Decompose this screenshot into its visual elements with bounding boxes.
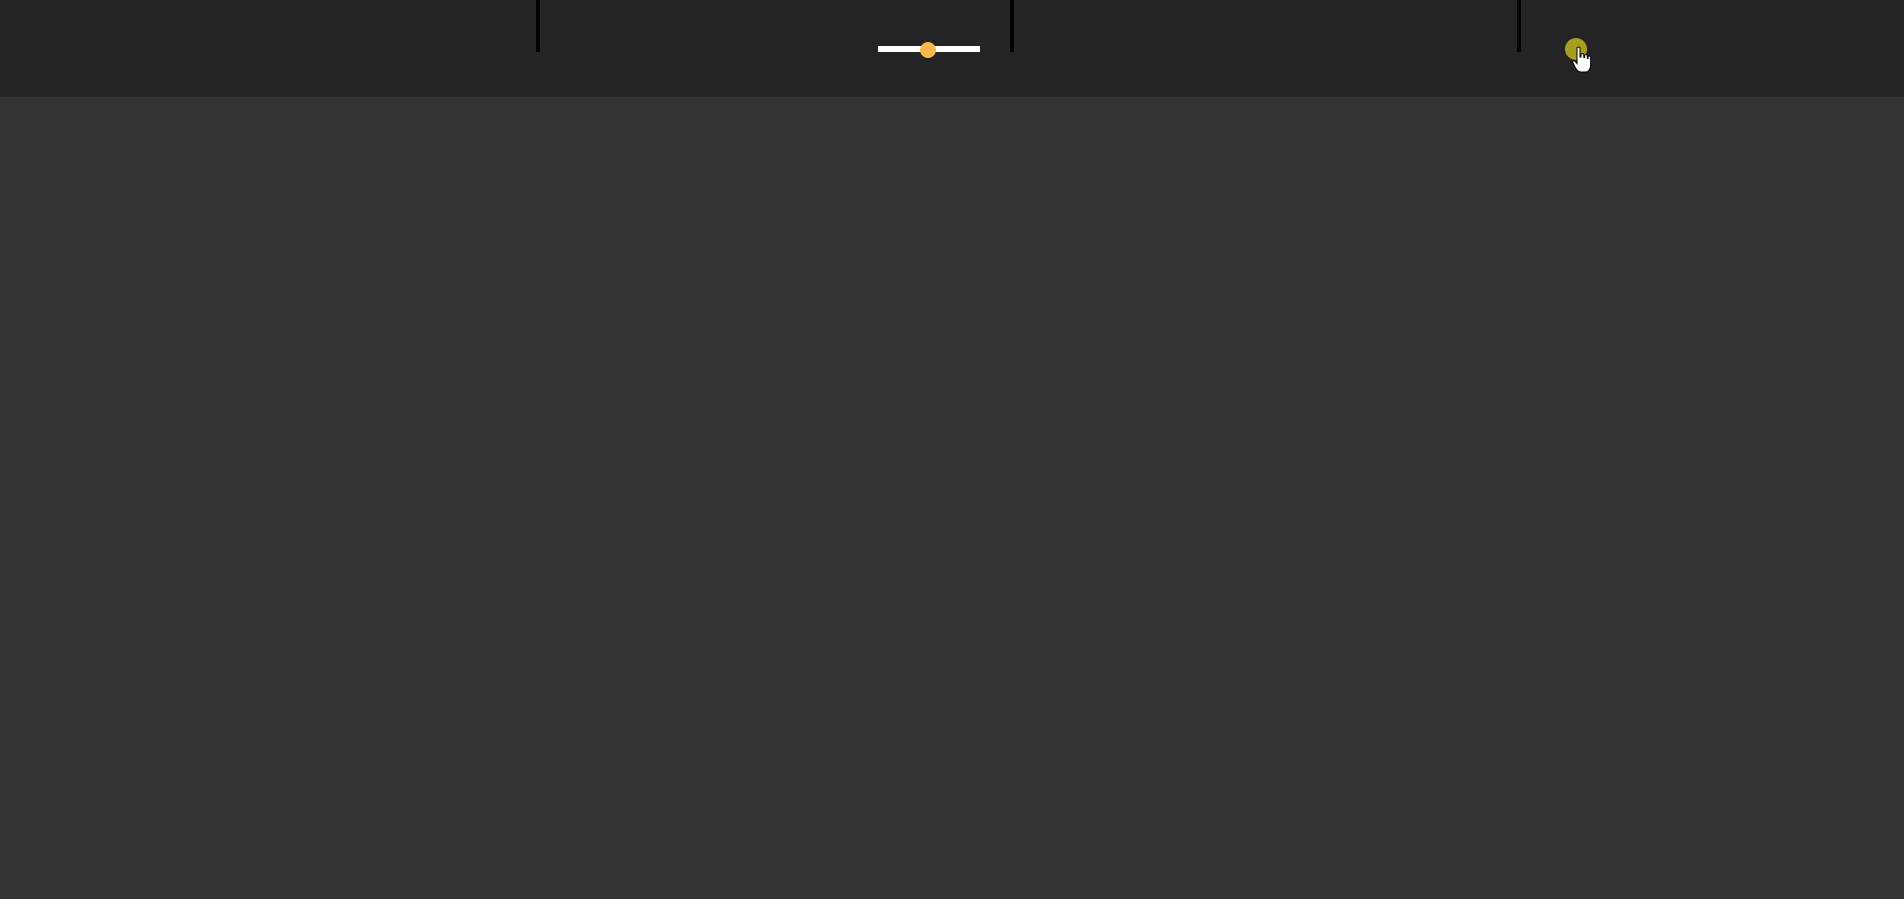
separator (1517, 0, 1521, 52)
slider-thumb[interactable] (920, 42, 936, 58)
navbar (0, 0, 1904, 97)
separator (1010, 0, 1014, 52)
separator (536, 0, 540, 52)
hand-pointer-icon (1572, 46, 1592, 73)
